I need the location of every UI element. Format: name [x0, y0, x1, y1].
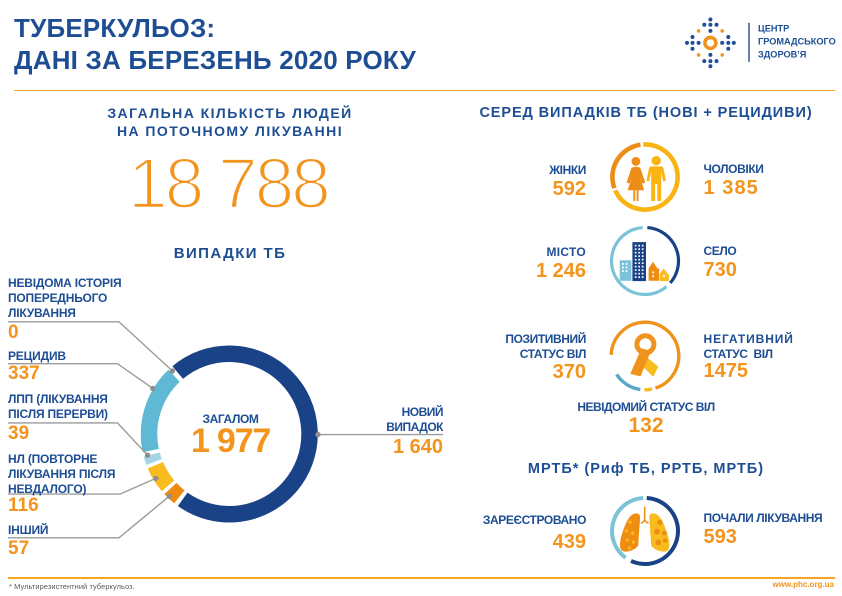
- svg-text:ЗДОРОВ’Я: ЗДОРОВ’Я: [758, 50, 806, 60]
- svg-text:ЦЕНТР: ЦЕНТР: [758, 24, 789, 34]
- svg-text:ГРОМАДСЬКОГО: ГРОМАДСЬКОГО: [758, 37, 836, 47]
